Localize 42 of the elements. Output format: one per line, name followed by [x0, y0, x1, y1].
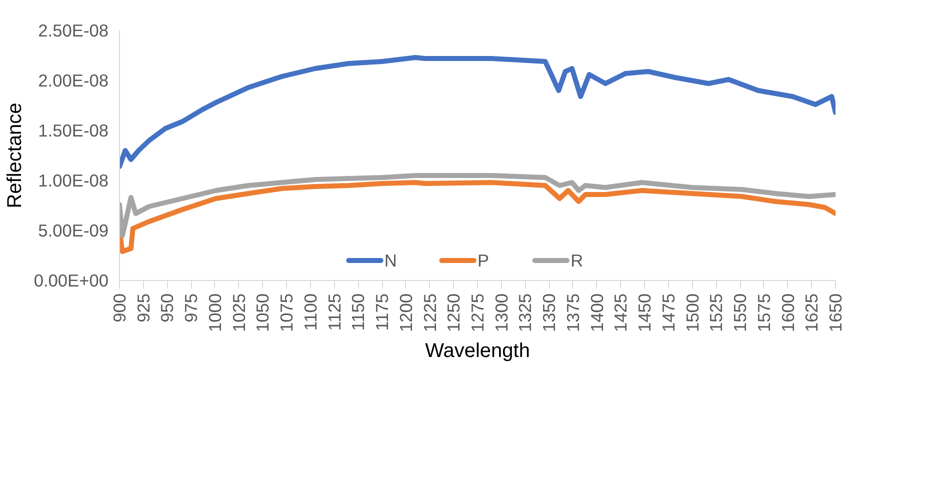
x-tick-label: 925: [133, 293, 154, 322]
x-tick-label: 975: [181, 293, 202, 322]
x-tick-label: 1150: [348, 293, 368, 331]
x-tick-label: 1300: [491, 293, 512, 332]
x-tick-label: 1000: [204, 293, 225, 332]
x-tick-label: 1075: [276, 293, 297, 332]
x-tick-label: 1525: [706, 293, 726, 332]
legend-label: R: [570, 250, 584, 270]
y-tick-label: 2.50E-08: [38, 20, 108, 40]
x-tick-label: 1125: [324, 293, 344, 331]
legend-label: P: [478, 250, 490, 270]
legend-label: N: [384, 250, 397, 270]
x-tick-label: 1475: [658, 293, 678, 332]
x-tick-label: 1050: [252, 293, 273, 332]
x-tick-label: 1100: [300, 293, 320, 331]
y-axis-title: Reflectance: [4, 102, 26, 208]
x-axis-title: Wavelength: [425, 340, 530, 362]
y-tick-label: 5.00E-09: [38, 220, 108, 240]
x-tick-label: 1425: [610, 293, 631, 332]
x-tick-label: 1250: [444, 293, 464, 332]
x-tick-label: 1500: [682, 293, 702, 332]
x-tick-label: 1575: [754, 293, 774, 332]
x-tick-label: 1350: [539, 293, 560, 332]
x-tick-label: 1400: [586, 293, 607, 332]
x-tick-label: 1550: [730, 293, 750, 332]
x-tick-label: 1650: [826, 293, 846, 332]
x-tick-label: 1600: [778, 293, 798, 332]
y-tick-label: 2.00E-08: [38, 70, 108, 90]
x-tick-label: 900: [110, 293, 130, 322]
x-tick-label: 1325: [515, 293, 536, 332]
x-tick-label: 1375: [562, 293, 583, 332]
x-tick-label: 1450: [634, 293, 655, 332]
x-tick-label: 1225: [420, 293, 440, 332]
x-tick-label: 1200: [396, 293, 416, 332]
x-tick-label: 1025: [228, 293, 249, 332]
y-tick-label: 1.00E-08: [38, 170, 108, 190]
x-tick-label: 950: [157, 293, 178, 322]
x-tick-label: 1275: [468, 293, 488, 332]
y-tick-label: 1.50E-08: [38, 120, 108, 140]
x-tick-label: 1625: [802, 293, 822, 332]
x-tick-label: 1175: [372, 293, 392, 331]
y-tick-label: 0.00E+00: [34, 270, 109, 290]
